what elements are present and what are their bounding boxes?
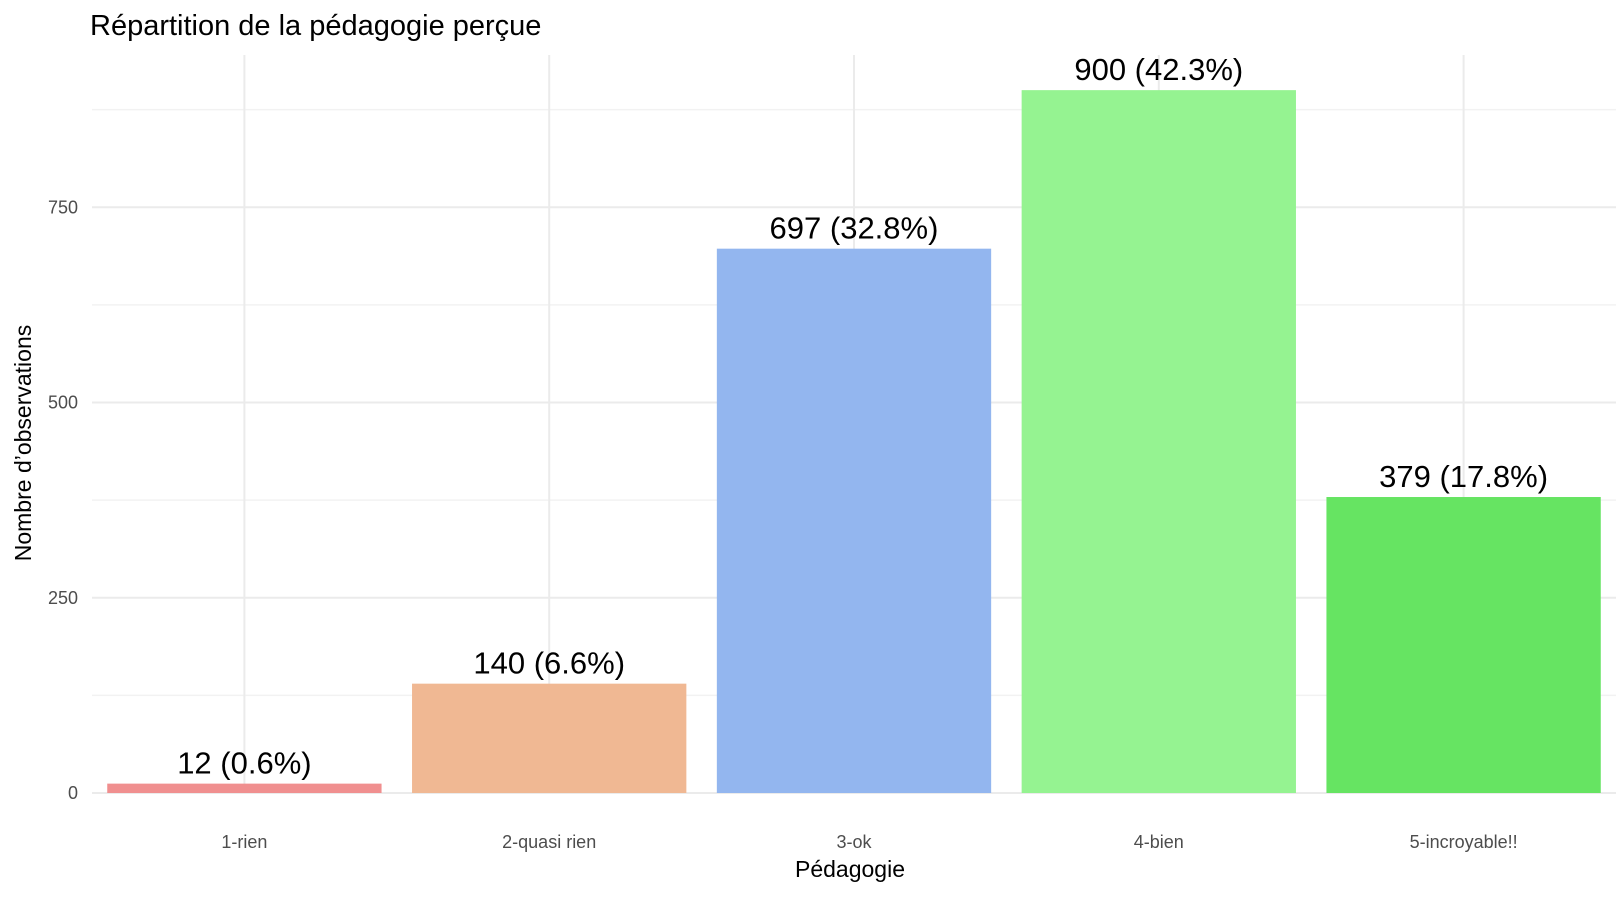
x-axis-title: Pédagogie <box>795 856 905 882</box>
bars <box>107 90 1601 793</box>
x-axis-ticks: 1-rien 2-quasi rien 3-ok 4-bien 5-incroyable… <box>221 832 1517 852</box>
chart-title: Répartition de la pédagogie perçue <box>90 10 541 42</box>
y-tick-label: 250 <box>48 588 78 608</box>
bar-4 <box>1021 90 1296 793</box>
y-tick-label: 0 <box>68 783 78 803</box>
bar-1 <box>107 783 382 793</box>
y-tick-label: 500 <box>48 393 78 413</box>
x-tick-label: 5-incroyable!! <box>1410 832 1518 852</box>
data-labels: 12 (0.6%) 140 (6.6%) 697 (32.8%) 900 (42.3%… <box>177 52 1548 780</box>
bar-3 <box>716 248 992 793</box>
data-label-3: 697 (32.8%) <box>770 211 939 246</box>
y-axis-ticks: 0 250 500 750 <box>48 197 78 803</box>
x-tick-label: 3-ok <box>836 832 872 852</box>
data-label-4: 900 (42.3%) <box>1074 52 1243 87</box>
x-tick-label: 4-bien <box>1134 832 1184 852</box>
data-label-1: 12 (0.6%) <box>177 746 311 781</box>
bar-5 <box>1326 497 1601 793</box>
y-axis-title: Nombre d’observations <box>10 325 36 562</box>
x-tick-label: 1-rien <box>221 832 267 852</box>
bar-2 <box>412 683 687 793</box>
data-label-5: 379 (17.8%) <box>1379 459 1548 494</box>
y-tick-label: 750 <box>48 197 78 217</box>
x-tick-label: 2-quasi rien <box>502 832 596 852</box>
data-label-2: 140 (6.6%) <box>473 646 625 681</box>
